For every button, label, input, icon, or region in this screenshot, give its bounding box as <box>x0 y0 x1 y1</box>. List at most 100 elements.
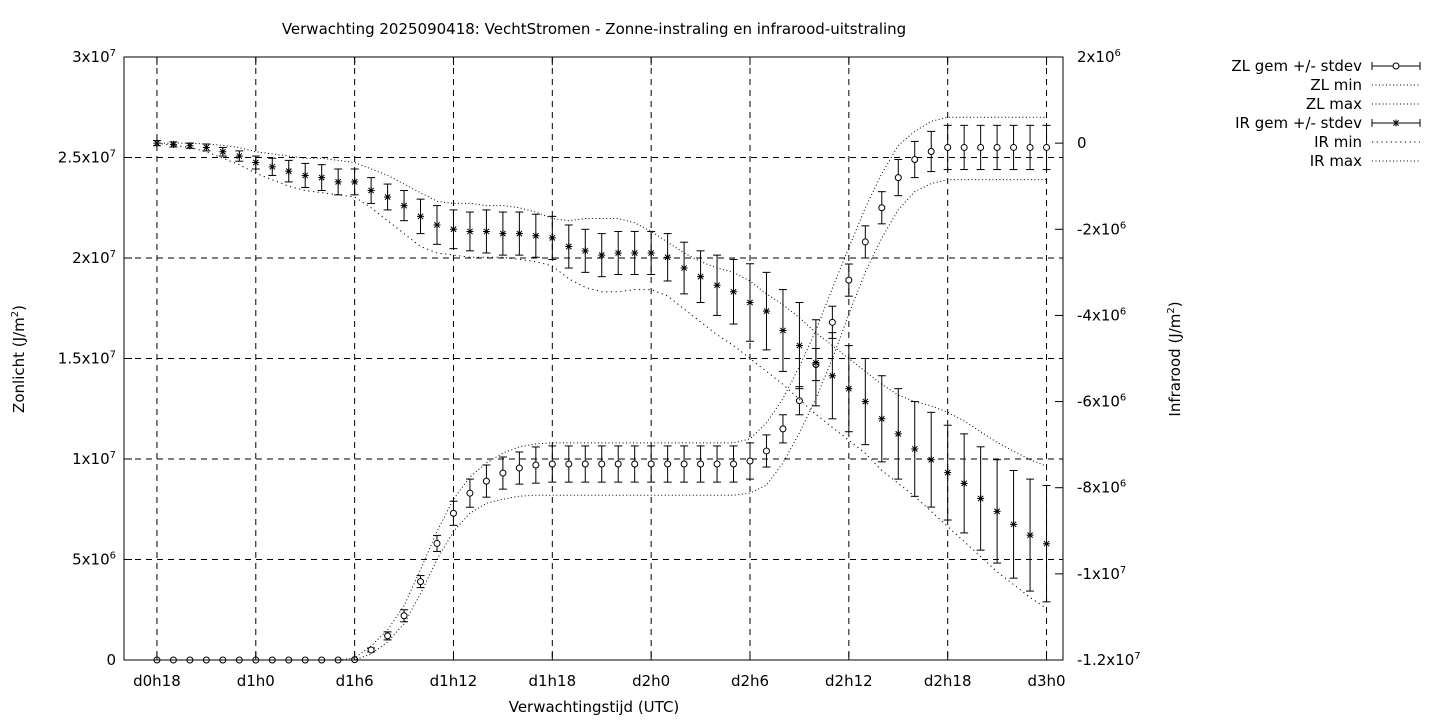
x-tick-label: d1h12 <box>430 672 478 690</box>
legend-label-zl-min: ZL min <box>1310 76 1362 94</box>
data-point <box>384 632 392 640</box>
legend-label-ir-max: IR max <box>1310 152 1362 170</box>
y-right-tick-label: -1x107 <box>1077 565 1126 583</box>
y-right-tick-label: -6x106 <box>1077 393 1126 411</box>
data-point <box>235 152 243 160</box>
data-point <box>812 359 820 367</box>
y-left-tick-label: 5x106 <box>72 551 116 569</box>
legend: ZL gem +/- stdev ZL min ZL max IR gem +/… <box>1231 57 1421 170</box>
axis-labels: d0h18 d1h0 d1h6 d1h12 d1h18 d2h0 d2h6 d2h12 d2h1… <box>58 48 1141 690</box>
data-point <box>202 143 210 151</box>
data-point <box>631 249 639 257</box>
data-point <box>664 460 672 468</box>
y-left-tick-label: 3x107 <box>72 48 116 66</box>
series-2 <box>156 116 1047 661</box>
data-point <box>565 243 573 251</box>
grid-lines <box>124 57 1063 660</box>
data-point <box>993 507 1001 515</box>
y-right-axis-label: Infrarood (J/m2) <box>1166 301 1184 416</box>
data-point <box>548 460 556 468</box>
series-1 <box>156 179 1047 661</box>
y-left-tick-label: 1.5x107 <box>58 350 116 368</box>
data-point <box>1010 520 1018 528</box>
data-point <box>351 178 359 186</box>
data-point <box>713 460 721 468</box>
data-point <box>186 142 194 150</box>
data-point <box>960 479 968 487</box>
data-point <box>417 212 425 220</box>
data-point <box>400 612 408 620</box>
data-point <box>878 204 886 212</box>
legend-samples <box>1371 62 1421 162</box>
data-point <box>911 156 919 164</box>
data-point <box>730 288 738 296</box>
data-point <box>828 318 836 326</box>
data-point <box>1010 143 1018 151</box>
data-point <box>845 385 853 393</box>
data-point <box>598 251 606 259</box>
data-point <box>285 167 293 175</box>
data-point <box>894 174 902 182</box>
data-point <box>730 460 738 468</box>
data-point <box>466 489 474 497</box>
data-point <box>581 247 589 255</box>
series-5 <box>156 142 1047 467</box>
data-point <box>911 445 919 453</box>
data-point <box>515 464 523 472</box>
data-point <box>532 461 540 469</box>
data-point <box>977 143 985 151</box>
data-point <box>927 147 935 155</box>
data-point <box>614 460 622 468</box>
x-tick-label: d2h18 <box>924 672 972 690</box>
data-point <box>548 234 556 242</box>
x-tick-label: d0h18 <box>133 672 181 690</box>
data-point <box>482 227 490 235</box>
y-left-axis-label: Zonlicht (J/m2) <box>10 305 28 413</box>
series-3 <box>152 139 1051 603</box>
data-point <box>664 253 672 261</box>
data-point <box>334 178 342 186</box>
data-point <box>697 460 705 468</box>
series-4 <box>156 142 1047 609</box>
data-point <box>598 460 606 468</box>
data-point <box>680 264 688 272</box>
data-point <box>499 469 507 477</box>
data-point <box>746 457 754 465</box>
data-point <box>400 202 408 210</box>
x-tick-label: d2h12 <box>825 672 873 690</box>
data-point <box>367 646 375 654</box>
series-line <box>156 116 1047 661</box>
data-point <box>268 163 276 171</box>
data-point <box>894 430 902 438</box>
data-point <box>565 460 573 468</box>
data-point <box>581 460 589 468</box>
data-point <box>960 143 968 151</box>
legend-sample-marker <box>1392 62 1400 70</box>
data-point <box>219 148 227 156</box>
data-point <box>631 460 639 468</box>
data-point <box>944 469 952 477</box>
x-tick-label: d1h6 <box>336 672 374 690</box>
y-right-tick-label: -4x106 <box>1077 306 1126 324</box>
series-line <box>156 142 1047 609</box>
data-point <box>301 171 309 179</box>
data-point <box>878 415 886 423</box>
y-right-tick-label: -1.2x107 <box>1077 651 1141 669</box>
data-point <box>433 221 441 229</box>
chart-title: Verwachting 2025090418: VechtStromen - Z… <box>282 20 906 38</box>
data-point <box>977 494 985 502</box>
data-point <box>944 143 952 151</box>
data-point <box>762 307 770 315</box>
data-point <box>433 539 441 547</box>
x-tick-label: d3h0 <box>1027 672 1065 690</box>
data-point <box>384 193 392 201</box>
data-point <box>1026 531 1034 539</box>
axis-ticks <box>124 56 1063 661</box>
data-point <box>779 425 787 433</box>
y-right-tick-label: -2x106 <box>1077 220 1126 238</box>
data-point <box>795 342 803 350</box>
legend-label-ir-min: IR min <box>1314 133 1362 151</box>
data-point <box>515 230 523 238</box>
data-point <box>795 397 803 405</box>
